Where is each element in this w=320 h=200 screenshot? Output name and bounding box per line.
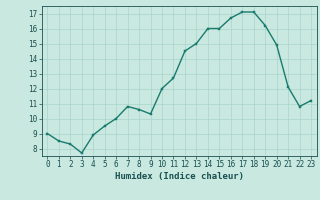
X-axis label: Humidex (Indice chaleur): Humidex (Indice chaleur) — [115, 172, 244, 181]
